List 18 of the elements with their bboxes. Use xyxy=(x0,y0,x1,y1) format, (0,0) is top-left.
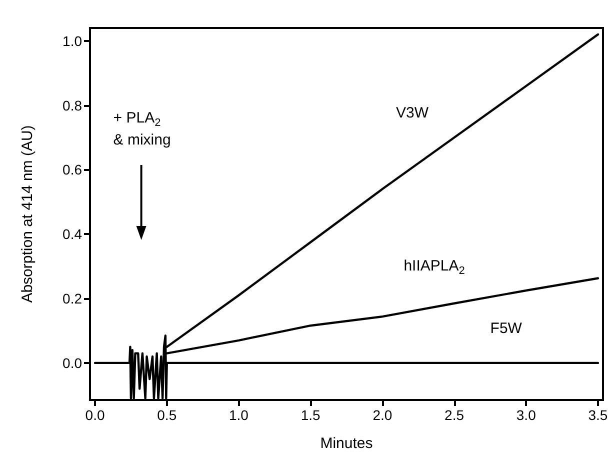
x-tick-label: 0.0 xyxy=(85,407,105,423)
series-label: V3W xyxy=(396,104,430,122)
y-tick-label: 1.0 xyxy=(62,32,82,49)
x-tick-label: 1.5 xyxy=(300,407,321,423)
y-tick-label: 0.8 xyxy=(62,97,82,114)
x-tick-label: 1.0 xyxy=(228,407,249,423)
y-tick-label: 0.2 xyxy=(62,290,82,307)
x-tick-label: 3.0 xyxy=(516,407,536,423)
y-tick-label: 0.0 xyxy=(62,354,82,371)
x-tick-label: 3.5 xyxy=(588,407,608,423)
series-label: F5W xyxy=(490,320,523,337)
x-tick-label: 0.5 xyxy=(157,407,177,423)
x-axis-title: Minutes xyxy=(320,435,373,452)
y-tick-label: 0.6 xyxy=(62,162,82,178)
y-tick-label: 0.4 xyxy=(62,226,82,242)
y-axis-title: Absorption at 414 nm (AU) xyxy=(19,125,36,303)
x-tick-label: 2.0 xyxy=(372,407,392,423)
x-tick-label: 2.5 xyxy=(444,407,464,423)
